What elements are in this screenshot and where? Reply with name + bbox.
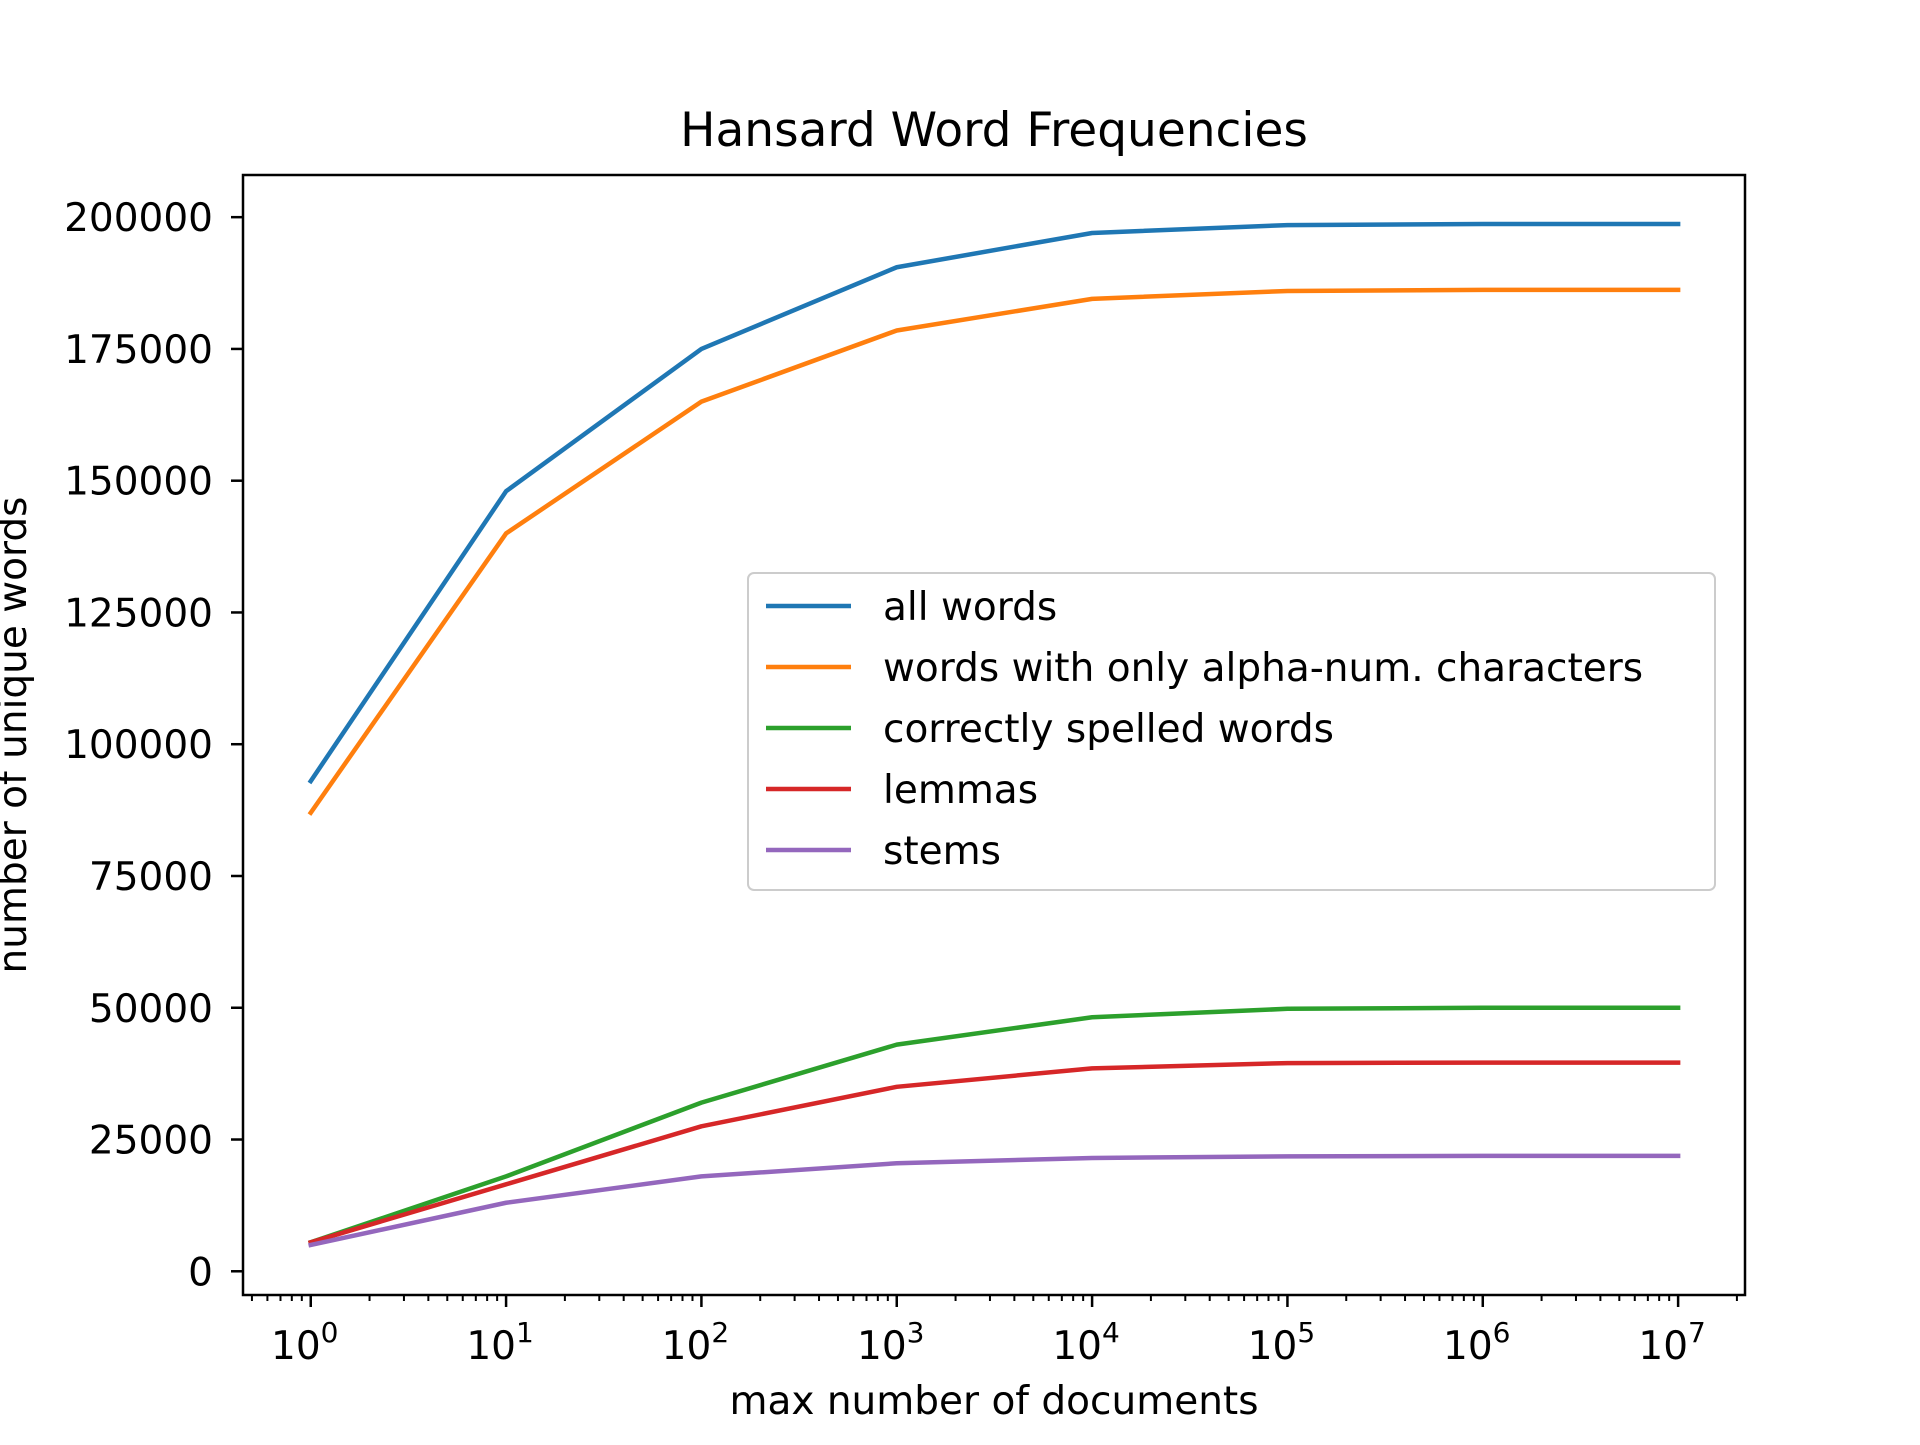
legend-label-3: lemmas xyxy=(883,768,1038,813)
x-tick-label: 104 xyxy=(1052,1316,1119,1369)
series-line-0 xyxy=(307,221,1681,785)
series-line-3 xyxy=(307,1060,1681,1246)
legend-label-4: stems xyxy=(883,829,1001,874)
y-tick-label: 50000 xyxy=(89,987,213,1032)
legend: all words words with only alpha-num. char… xyxy=(747,572,1716,891)
series-line-2 xyxy=(307,1005,1681,1246)
y-axis: 0 25000 50000 75000 100000 125000 150000 175000… xyxy=(64,196,243,1295)
legend-label-1: words with only alpha-num. characters xyxy=(883,646,1643,691)
legend-label-0: all words xyxy=(883,585,1057,630)
legend-label-2: correctly spelled words xyxy=(883,707,1334,752)
y-tick-label: 0 xyxy=(188,1250,213,1295)
series-line-1 xyxy=(307,287,1681,816)
x-tick-label: 105 xyxy=(1248,1316,1315,1369)
x-axis: 100 101 102 103 104 105 106 107 xyxy=(250,1295,1738,1369)
y-axis-label: number of unique words xyxy=(0,497,36,974)
plot-frame xyxy=(241,173,1747,1297)
y-tick-label: 175000 xyxy=(64,328,213,373)
y-tick-label: 150000 xyxy=(64,460,213,505)
series-layer xyxy=(307,221,1681,1248)
y-tick-label: 100000 xyxy=(64,723,213,768)
x-tick-label: 106 xyxy=(1443,1316,1510,1369)
y-tick-label: 125000 xyxy=(64,591,213,636)
x-tick-label: 102 xyxy=(662,1316,729,1369)
y-tick-label: 200000 xyxy=(64,196,213,241)
series-line-4 xyxy=(308,1153,1681,1248)
x-tick-label: 100 xyxy=(271,1316,338,1369)
y-tick-label: 25000 xyxy=(89,1119,213,1164)
x-tick-label: 101 xyxy=(466,1316,533,1369)
y-tick-label: 75000 xyxy=(89,855,213,900)
x-axis-label: max number of documents xyxy=(729,1379,1258,1424)
x-tick-label: 107 xyxy=(1638,1316,1705,1369)
legend-box xyxy=(747,572,1716,891)
chart-title: Hansard Word Frequencies xyxy=(680,103,1308,158)
x-tick-label: 103 xyxy=(857,1316,924,1369)
